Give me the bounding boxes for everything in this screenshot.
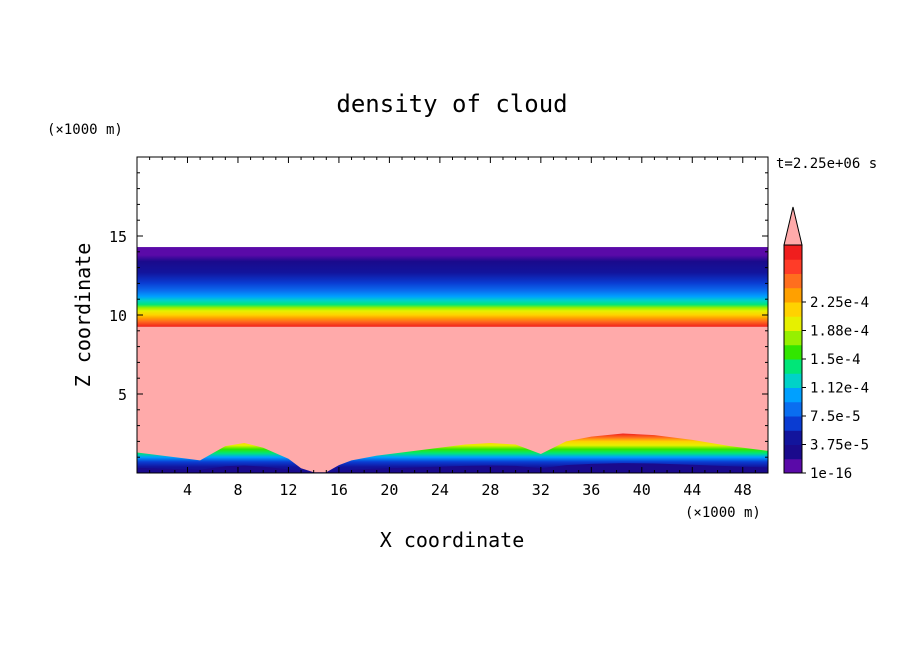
y-tick-label: 15 <box>109 228 127 246</box>
colorbar-swatch <box>784 259 802 274</box>
colorbar-over-arrow <box>783 206 803 246</box>
y-axis-label: Z coordinate <box>71 243 95 388</box>
time-label: t=2.25e+06 s <box>776 156 877 172</box>
x-unit-label: (×1000 m) <box>685 505 761 521</box>
colorbar-swatch <box>784 416 802 431</box>
x-tick-label: 44 <box>683 481 701 499</box>
x-tick-label: 12 <box>279 481 297 499</box>
x-tick-label: 8 <box>233 481 242 499</box>
colorbar-label: 2.25e-4 <box>810 295 869 311</box>
y-tick-label: 5 <box>118 386 127 404</box>
lower-cloud-boundary <box>137 433 768 473</box>
chart-title: density of cloud <box>336 90 567 118</box>
x-tick-label: 32 <box>532 481 550 499</box>
colorbar: 1e-16 3.75e-5 7.5e-5 1.12e-4 1.5e-4 1.88e-4 2.… <box>783 206 869 482</box>
colorbar-swatch <box>784 430 802 445</box>
colorbar-swatch <box>784 287 802 303</box>
y-axis: 5 10 15 <box>109 172 768 458</box>
plot-area <box>137 247 768 473</box>
colorbar-label: 7.5e-5 <box>810 409 861 425</box>
x-tick-label: 4 <box>183 481 192 499</box>
x-axis-label: X coordinate <box>380 528 525 552</box>
colorbar-swatch <box>784 302 802 317</box>
x-tick-label: 20 <box>380 481 398 499</box>
colorbar-swatch <box>784 387 802 403</box>
colorbar-swatch <box>784 330 802 346</box>
colorbar-label: 1.12e-4 <box>810 381 869 397</box>
colorbar-swatch <box>784 401 802 417</box>
colorbar-swatch <box>784 359 802 374</box>
colorbar-swatch <box>784 273 802 289</box>
colorbar-swatch <box>784 373 802 388</box>
upper-cloud-band <box>137 247 768 327</box>
colorbar-swatch <box>784 458 802 474</box>
x-tick-label: 36 <box>582 481 600 499</box>
y-unit-label: (×1000 m) <box>47 122 123 138</box>
colorbar-swatch <box>784 316 802 331</box>
colorbar-label: 1.88e-4 <box>810 324 869 340</box>
colorbar-swatch <box>784 444 802 460</box>
colorbar-label: 3.75e-5 <box>810 438 869 454</box>
colorbar-swatch <box>784 245 802 260</box>
x-axis: 4 8 12 16 20 24 28 32 36 40 44 48 <box>149 157 756 499</box>
surface-layer <box>137 463 768 473</box>
colorbar-swatch <box>784 344 802 360</box>
colorbar-label: 1.5e-4 <box>810 352 861 368</box>
x-tick-label: 24 <box>431 481 449 499</box>
colorbar-label: 1e-16 <box>810 466 852 482</box>
x-tick-label: 48 <box>734 481 752 499</box>
x-tick-label: 40 <box>633 481 651 499</box>
x-tick-label: 16 <box>330 481 348 499</box>
x-tick-label: 28 <box>481 481 499 499</box>
y-tick-label: 10 <box>109 307 127 325</box>
